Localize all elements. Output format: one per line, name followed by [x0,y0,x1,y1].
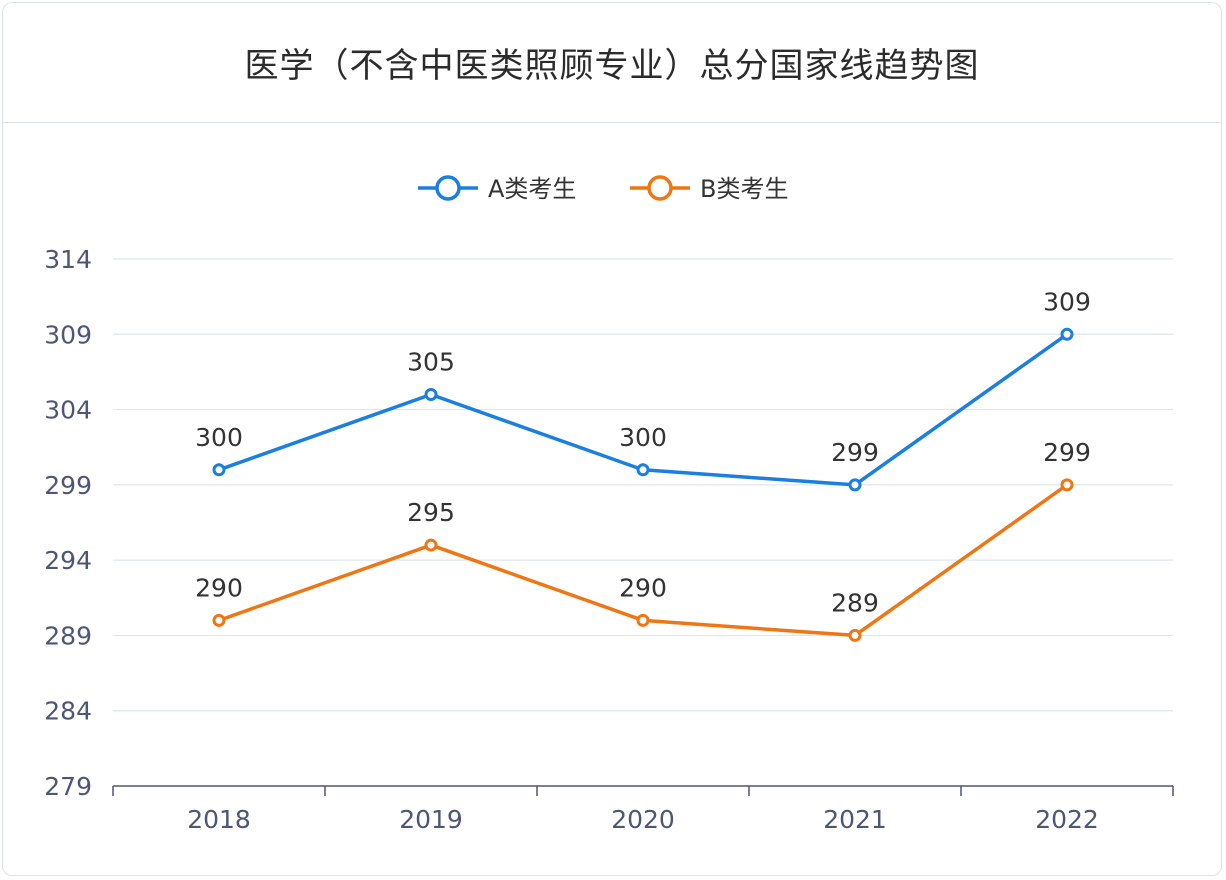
y-axis-ticks: 279 284 289 294 299 304 309 314 [44,245,92,801]
data-label: 300 [195,423,243,452]
data-label: 299 [1043,438,1091,467]
data-label: 300 [619,423,667,452]
x-tick-label: 2022 [1035,805,1099,834]
data-label: 309 [1043,287,1091,316]
legend-marker-icon [647,175,673,201]
legend-item-b[interactable]: B类考生 [630,175,788,203]
data-point[interactable] [1060,327,1074,341]
series-b: 290 295 290 289 299 [195,438,1091,642]
x-axis [112,785,1174,796]
data-label: 305 [407,348,455,377]
data-label: 299 [831,438,879,467]
data-point[interactable] [212,613,226,627]
chart-title: 医学（不含中医类照顾专业）总分国家线趋势图 [244,46,980,86]
legend-marker-icon [435,175,461,201]
data-label: 289 [831,588,879,617]
data-point[interactable] [1060,478,1074,492]
data-label: 295 [407,498,455,527]
x-tick-label: 2020 [611,805,675,834]
data-point[interactable] [848,478,862,492]
y-tick-label: 294 [44,546,92,575]
data-label: 290 [195,573,243,602]
y-tick-label: 279 [44,772,92,801]
grid-lines [113,258,1173,712]
data-point[interactable] [636,613,650,627]
x-axis-ticks: 2018 2019 2020 2021 2022 [187,805,1099,834]
y-tick-label: 304 [44,396,92,425]
y-tick-label: 289 [44,621,92,650]
legend-label: B类考生 [700,175,788,203]
y-tick-label: 314 [44,245,92,274]
x-tick-label: 2018 [187,805,251,834]
y-tick-label: 309 [44,320,92,349]
data-point[interactable] [848,628,862,642]
data-point[interactable] [424,388,438,402]
data-point[interactable] [424,538,438,552]
x-tick-label: 2019 [399,805,463,834]
y-tick-label: 299 [44,471,92,500]
legend-label: A类考生 [488,175,576,203]
series-a: 300 305 300 299 309 [195,287,1091,492]
legend-item-a[interactable]: A类考生 [418,175,576,203]
title-bar: 医学（不含中医类照顾专业）总分国家线趋势图 [3,3,1221,123]
x-tick-label: 2021 [823,805,887,834]
series-layer: 300 305 300 299 309 290 295 290 289 299 [195,287,1091,642]
y-tick-label: 284 [44,697,92,726]
data-point[interactable] [212,463,226,477]
data-point[interactable] [636,463,650,477]
data-label: 290 [619,573,667,602]
legend: A类考生 B类考生 [418,175,788,203]
